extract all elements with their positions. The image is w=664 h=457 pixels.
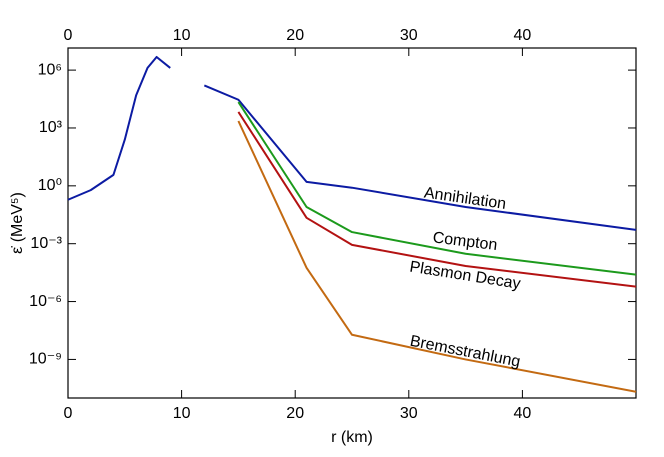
x-axis-label: r (km) [331,429,373,446]
y-tick-label: 10⁻⁶ [29,293,62,310]
y-tick-label: 10⁶ [38,61,62,78]
x-tick-label: 30 [400,405,418,422]
series-label: Compton [432,229,499,254]
plot-frame [67,47,637,399]
x-tick-label: 40 [514,405,532,422]
x-tick-label: 10 [173,405,191,422]
y-tick-label: 10⁻⁹ [29,351,62,368]
x-tick-label-top: 10 [173,27,191,44]
y-axis-label: ε̇ (MeV⁵) [9,192,26,254]
x-tick-label: 20 [286,405,304,422]
y-tick-label: 10³ [39,119,63,136]
x-tick-label-top: 0 [64,27,73,44]
series-line [237,101,637,276]
series-label: Annihilation [423,185,507,213]
x-tick-label: 0 [64,405,73,422]
y-tick-label: 10⁻³ [30,235,62,252]
y-tick-label: 10⁰ [38,177,62,194]
series-line [237,111,637,288]
x-tick-label-top: 20 [286,27,304,44]
series-label: Bremsstrahlung [408,333,521,371]
series-line [237,120,637,393]
series-line [67,55,637,231]
series-label: Plasmon Decay [408,259,521,293]
x-tick-label-top: 40 [514,27,532,44]
x-tick-label-top: 30 [400,27,418,44]
